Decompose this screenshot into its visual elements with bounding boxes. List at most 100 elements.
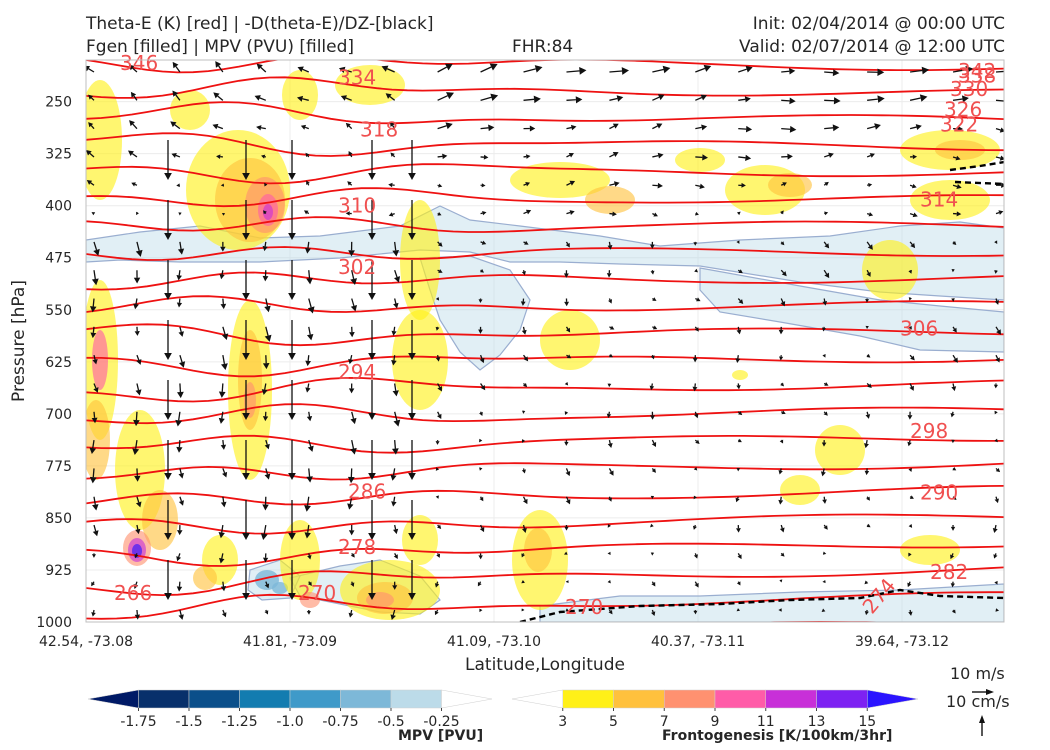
- wind-arrow: [952, 241, 955, 243]
- mpv-core: [272, 582, 288, 594]
- wind-arrowhead: [994, 410, 998, 415]
- wind-arrowhead: [133, 277, 141, 284]
- wind-arrowhead: [393, 554, 398, 559]
- wind-arrow: [133, 95, 138, 101]
- wind-arrowhead: [696, 297, 701, 302]
- wind-arrow: [994, 553, 997, 556]
- wind-arrowhead: [694, 582, 699, 588]
- wind-arrowhead: [391, 501, 397, 507]
- theta-e-contour: [86, 513, 1004, 535]
- wind-arrowhead: [437, 386, 442, 392]
- wind-arrowhead: [695, 211, 699, 216]
- wind-arrowhead: [408, 533, 416, 540]
- wind-arrow: [264, 241, 267, 247]
- wind-arrow: [135, 581, 138, 585]
- mpv-colorbar-tick-label: -1.75: [120, 714, 156, 730]
- theta-e-labels: 3463343183103022942862782702663423383303…: [114, 51, 996, 619]
- theta-e-contour: [86, 462, 1004, 481]
- wind-arrowhead: [254, 95, 261, 101]
- frontogenesis-colorbar-tick-label: 5: [609, 714, 618, 730]
- wind-arrowhead: [392, 249, 400, 257]
- wind-arrowhead: [608, 497, 612, 502]
- theta-e-label: 306: [900, 317, 938, 341]
- wind-arrow: [823, 183, 827, 186]
- wind-arrowhead: [408, 233, 416, 240]
- wind-arrow: [174, 124, 181, 130]
- wind-arrow: [349, 154, 353, 158]
- wind-arrowhead: [699, 183, 705, 189]
- wind-arrowhead: [178, 500, 184, 506]
- wind-arrowhead: [534, 65, 543, 73]
- wind-arrow: [608, 439, 611, 444]
- x-tick-label: 40.37, -73.11: [651, 634, 745, 650]
- wind-arrowhead: [296, 95, 304, 102]
- wind-arrow: [566, 70, 580, 73]
- wind-arrow: [781, 99, 790, 102]
- wind-arrowhead: [437, 212, 442, 216]
- wind-arrow: [392, 609, 396, 616]
- horizontal-scale-arrowhead: [986, 689, 994, 695]
- chart-title-left-line2: Fgen [filled] | MPV (PVU) [filled]: [86, 37, 355, 57]
- wind-arrowhead: [864, 580, 869, 585]
- wind-arrow: [738, 156, 746, 159]
- wind-arrowhead: [865, 325, 869, 330]
- wind-arrowhead: [824, 211, 829, 216]
- wind-arrow: [436, 609, 439, 612]
- wind-arrowhead: [288, 233, 296, 240]
- frontogenesis-region: [585, 186, 635, 214]
- wind-arrowhead: [391, 360, 397, 366]
- wind-arrowhead: [86, 65, 91, 72]
- wind-arrow: [351, 581, 353, 584]
- wind-arrowhead: [649, 385, 655, 391]
- wind-arrow: [135, 440, 138, 449]
- wind-arrowhead: [565, 470, 571, 477]
- wind-arrowhead: [579, 67, 587, 75]
- wind-arrow: [349, 183, 353, 186]
- wind-arrow: [175, 94, 181, 101]
- wind-arrowhead: [563, 273, 569, 278]
- wind-arrowhead: [438, 269, 443, 273]
- wind-arrowhead: [910, 355, 915, 361]
- wind-arrowhead: [477, 581, 482, 587]
- wind-arrowhead: [823, 411, 828, 416]
- wind-arrow: [265, 298, 269, 307]
- frontogenesis-region: [300, 592, 320, 608]
- wind-arrow: [93, 355, 96, 360]
- wind-arrowhead: [736, 385, 741, 390]
- vertical-wind-scale-label: 10 cm/s: [946, 692, 1010, 711]
- wind-arrow: [88, 68, 95, 73]
- wind-arrow: [823, 269, 828, 275]
- mpv-colorbar-label: MPV [PVU]: [398, 728, 484, 744]
- wind-arrowhead: [408, 353, 416, 360]
- wind-arrowhead: [134, 614, 141, 620]
- wind-arrow: [909, 354, 913, 358]
- wind-arrow: [651, 581, 654, 584]
- wind-arrowhead: [869, 153, 875, 158]
- wind-arrow: [609, 97, 618, 101]
- wind-arrowhead: [220, 246, 226, 252]
- wind-arrowhead: [305, 152, 310, 158]
- wind-arrowhead: [822, 300, 828, 306]
- wind-arrow: [781, 127, 791, 130]
- wind-arrow: [866, 496, 869, 499]
- wind-arrowhead: [479, 268, 484, 273]
- frontogenesis-region: [92, 330, 108, 390]
- wind-arrowhead: [347, 476, 355, 484]
- wind-arrowhead: [525, 154, 531, 159]
- wind-arrowhead: [89, 306, 97, 313]
- wind-arrowhead: [998, 210, 1004, 215]
- wind-arrowhead: [908, 611, 913, 616]
- wind-arrow: [392, 212, 395, 215]
- wind-arrowhead: [822, 579, 826, 584]
- wind-arrowhead: [657, 94, 665, 101]
- mpv-colorbar-segment: [289, 689, 341, 709]
- wind-arrowhead: [866, 353, 871, 358]
- wind-arrow: [995, 298, 998, 302]
- wind-arrow: [695, 67, 706, 73]
- wind-arrowhead: [350, 553, 355, 558]
- wind-arrowhead: [650, 355, 655, 360]
- wind-arrowhead: [994, 580, 998, 585]
- wind-arrowhead: [822, 354, 826, 358]
- wind-arrow: [479, 354, 483, 360]
